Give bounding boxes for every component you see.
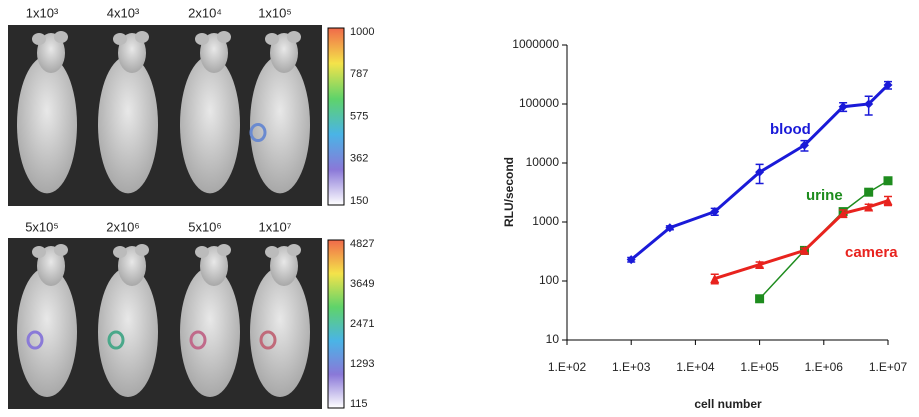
x-tick-label: 1.E+06	[805, 360, 844, 374]
mouse-body	[250, 267, 310, 397]
mouse-ear	[32, 246, 46, 258]
x-tick-label: 1.E+05	[740, 360, 779, 374]
series-line	[715, 201, 888, 279]
image-label: 2x10⁴	[188, 5, 222, 20]
series-label: blood	[770, 121, 811, 138]
y-tick-label: 100000	[519, 96, 559, 110]
y-tick-label: 10	[546, 332, 560, 346]
x-tick-label: 1.E+07	[869, 360, 908, 374]
mouse-body	[98, 56, 158, 194]
series-label: camera	[845, 244, 898, 261]
mouse-ear	[195, 246, 209, 258]
mouse-ear	[217, 244, 231, 256]
mouse-body	[17, 267, 77, 397]
mouse-body	[180, 267, 240, 397]
mouse-body	[98, 267, 158, 397]
mouse-ear	[265, 33, 279, 45]
mouse-ear	[54, 31, 68, 43]
colorbar-tick-label: 787	[350, 68, 368, 80]
mouse-ear	[113, 33, 127, 45]
colorbar-tick-label: 150	[350, 195, 368, 207]
colorbar-tick-label: 4827	[350, 238, 374, 250]
mouse-ear	[195, 33, 209, 45]
mouse-ear	[217, 31, 231, 43]
mouse-ear	[32, 33, 46, 45]
y-axis-label: RLU/second	[502, 157, 516, 227]
x-tick-label: 1.E+03	[612, 360, 651, 374]
colorbar-tick-label: 575	[350, 110, 368, 122]
mouse-body	[180, 56, 240, 194]
image-label: 1x10⁷	[259, 219, 292, 234]
marker	[884, 176, 893, 185]
mouse-ear	[135, 244, 149, 256]
figure: RLU/second cell number 1x10³ 4x10³ 2x10⁴ 1x…	[0, 0, 919, 417]
colorbar-tick-label: 362	[350, 153, 368, 165]
colorbar-tick-label: 1293	[350, 358, 374, 370]
marker	[755, 294, 764, 303]
y-tick-label: 1000000	[512, 37, 559, 51]
image-label: 5x10⁶	[188, 219, 222, 234]
x-tick-label: 1.E+04	[676, 360, 715, 374]
x-axis-label: cell number	[694, 397, 762, 411]
colorbar	[328, 28, 344, 205]
y-tick-label: 10000	[526, 155, 560, 169]
mouse-ear	[135, 31, 149, 43]
image-label: 1x10⁵	[258, 5, 292, 20]
y-tick-label: 1000	[532, 214, 559, 228]
page: RLU/second cell number 1x10³ 4x10³ 2x10⁴ 1x…	[0, 0, 919, 417]
colorbar-tick-label: 2471	[350, 318, 374, 330]
colorbar	[328, 240, 344, 408]
series-label: urine	[806, 187, 843, 204]
mouse-ear	[287, 244, 301, 256]
mouse-body	[17, 56, 77, 194]
y-tick-label: 100	[539, 273, 559, 287]
x-tick-label: 1.E+02	[548, 360, 587, 374]
image-label: 5x10⁵	[25, 219, 59, 234]
colorbar-tick-label: 3649	[350, 278, 374, 290]
mouse-ear	[287, 31, 301, 43]
mouse-ear	[113, 246, 127, 258]
image-label: 2x10⁶	[106, 219, 140, 234]
mouse-ear	[265, 246, 279, 258]
colorbar-tick-label: 1000	[350, 26, 374, 38]
marker	[864, 188, 873, 197]
image-label: 4x10³	[107, 5, 140, 20]
colorbar-tick-label: 115	[350, 398, 368, 410]
image-label: 1x10³	[26, 5, 59, 20]
mouse-ear	[54, 244, 68, 256]
